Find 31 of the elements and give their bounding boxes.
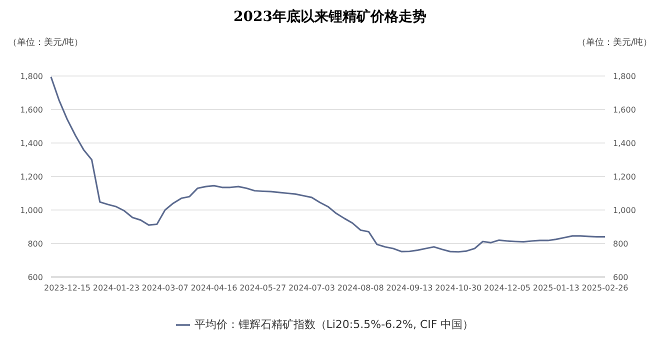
y-axis-title: （单位：美元/吨）	[8, 36, 84, 49]
y2-tick-label: 1,600	[613, 105, 636, 114]
x-tick-label: 2025-02-26	[582, 284, 628, 293]
x-tick-label: 2024-10-30	[435, 284, 482, 293]
x-tick-label: 2025-01-13	[532, 284, 580, 293]
y-tick-label: 1,800	[20, 72, 43, 81]
y-tick-label: 1,000	[20, 206, 43, 215]
x-tick-label: 2024-07-03	[288, 284, 335, 293]
legend-label: 平均价：锂辉石精矿指数（Li20:5.5%-6.2%, CIF 中国）	[194, 318, 474, 331]
y2-axis-title: （单位：美元/吨）	[576, 36, 652, 49]
y2-tick-label: 1,000	[613, 206, 636, 215]
y2-tick-label: 1,800	[613, 72, 636, 81]
x-tick-label: 2024-04-16	[190, 284, 238, 293]
y-tick-label: 1,200	[20, 172, 43, 182]
x-tick-label: 2024-09-13	[386, 284, 433, 293]
x-tick-label: 2024-08-08	[337, 284, 384, 293]
y2-tick-label: 1,200	[613, 172, 636, 182]
x-tick-label: 2024-12-05	[484, 284, 530, 293]
y-tick-label: 600	[28, 272, 43, 282]
y2-tick-label: 800	[613, 239, 628, 248]
line-series	[50, 76, 606, 253]
y-tick-label: 1,400	[20, 138, 43, 148]
x-tick-label: 2024-01-23	[92, 284, 140, 293]
y-tick-label: 800	[28, 239, 43, 248]
y2-tick-label: 1,400	[613, 138, 636, 148]
y-tick-label: 1,600	[20, 105, 43, 114]
chart-title: 2023年底以来锂精矿价格走势	[232, 8, 428, 26]
x-tick-label: 2024-03-07	[142, 284, 188, 293]
x-tick-label: 2024-05-27	[240, 284, 286, 293]
y2-tick-label: 600	[613, 272, 628, 282]
x-tick-label: 2023-12-15	[44, 284, 91, 293]
